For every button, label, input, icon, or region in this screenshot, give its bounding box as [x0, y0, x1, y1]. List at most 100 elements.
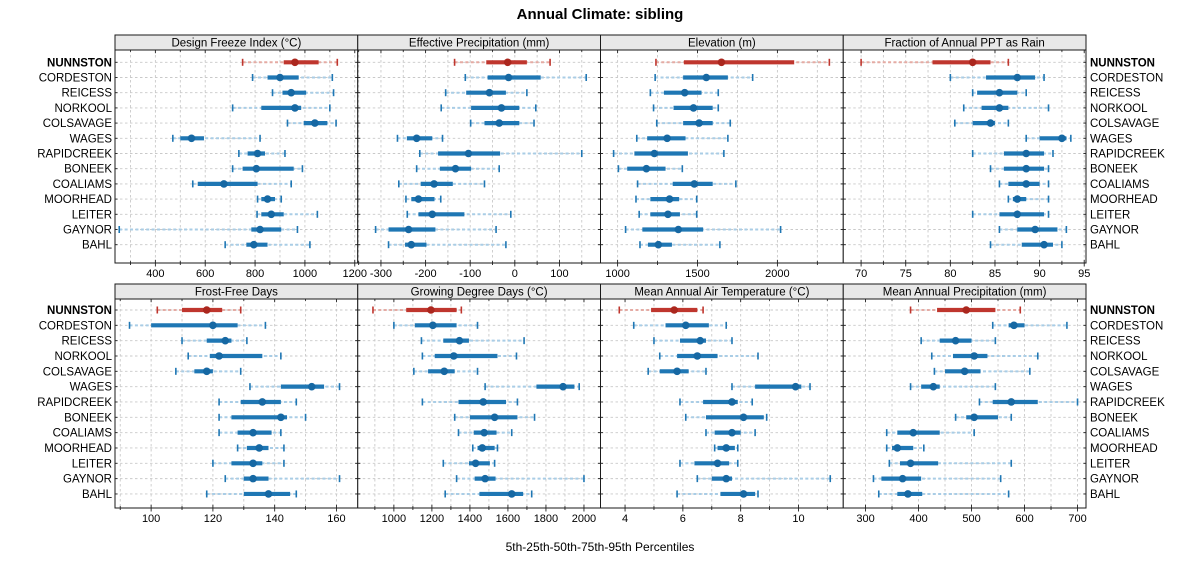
median-dot: [690, 180, 699, 188]
panel-title: Mean Annual Air Temperature (°C): [634, 287, 809, 299]
median-dot: [713, 459, 722, 468]
percentile-row: [679, 398, 754, 406]
station-label-right: GAYNOR: [1090, 225, 1139, 237]
median-dot: [202, 306, 211, 314]
panels-container: NUNNSTON NUNNSTON CORDESTON CORDESTON REICES…: [37, 34, 1165, 525]
percentile-row: [954, 119, 1010, 127]
median-dot: [277, 413, 285, 422]
percentile-row: [991, 321, 1068, 330]
median-dot: [495, 119, 504, 127]
plot-area: [115, 50, 358, 263]
x-tick-label: 1600: [496, 513, 520, 525]
median-dot: [276, 73, 284, 82]
percentile-row: [444, 490, 533, 498]
median-dot: [209, 321, 217, 330]
station-label-left: LEITER: [72, 458, 112, 470]
percentile-row: [872, 474, 1002, 483]
median-dot: [503, 58, 512, 67]
percentile-row: [397, 180, 486, 188]
percentile-row: [954, 413, 1013, 422]
median-dot: [291, 104, 299, 112]
percentile-row: [238, 149, 286, 158]
percentile-row: [998, 225, 1068, 234]
x-tick-label: 700: [1068, 513, 1086, 525]
percentile-row: [175, 367, 242, 376]
panel: Design Freeze Index (°C) 400 600 800 1000 120…: [114, 34, 367, 280]
percentile-row: [885, 444, 925, 452]
percentile-row: [406, 210, 512, 219]
percentile-row: [172, 134, 261, 143]
percentile-row: [885, 428, 975, 437]
percentile-row: [191, 180, 293, 188]
median-dot: [497, 104, 506, 112]
median-dot: [264, 490, 273, 498]
median-dot: [693, 352, 702, 360]
percentile-row: [256, 210, 319, 219]
percentile-row: [684, 413, 768, 422]
station-label-left: GAYNOR: [63, 474, 112, 486]
percentile-row: [271, 88, 335, 97]
percentile-row: [679, 459, 739, 468]
x-tick-label: 75: [900, 268, 912, 280]
median-dot: [951, 336, 960, 345]
percentile-row: [696, 474, 832, 483]
percentile-row: [909, 382, 997, 391]
panel-title: Mean Annual Precipitation (mm): [883, 287, 1047, 299]
x-tick-label: 4: [622, 513, 628, 525]
station-label-right: RAPIDCREEK: [1090, 397, 1165, 409]
station-label-left: BONEEK: [64, 412, 112, 424]
median-dot: [428, 210, 437, 219]
station-label-left: WAGES: [70, 133, 113, 145]
percentile-row: [374, 225, 497, 234]
x-tick-label: 400: [909, 513, 927, 525]
median-dot: [263, 195, 272, 203]
median-dot: [904, 490, 912, 498]
percentile-row: [1025, 134, 1072, 143]
x-tick-label: 95: [1078, 268, 1090, 280]
median-dot: [440, 367, 449, 376]
x-tick-label: 600: [196, 268, 214, 280]
percentile-row: [713, 444, 739, 452]
median-dot: [1013, 73, 1022, 82]
percentile-row: [418, 149, 583, 158]
median-dot: [291, 58, 299, 67]
median-dot: [1022, 164, 1030, 173]
percentile-row: [635, 195, 698, 203]
percentile-row: [241, 58, 339, 67]
median-dot: [674, 225, 683, 234]
panel-title: Effective Precipitation (mm): [409, 38, 550, 50]
percentile-row: [118, 225, 299, 234]
panel-title: Frost-Free Days: [195, 287, 278, 299]
median-dot: [1031, 225, 1039, 234]
median-dot: [258, 398, 267, 406]
percentile-row: [224, 240, 311, 249]
station-label-left: MOORHEAD: [44, 194, 112, 206]
percentile-row: [372, 306, 463, 314]
median-dot: [1022, 180, 1030, 188]
percentile-row: [212, 459, 285, 468]
median-dot: [986, 119, 995, 127]
percentile-row: [612, 149, 725, 158]
median-dot: [722, 474, 731, 483]
median-dot: [267, 210, 276, 219]
percentile-row: [649, 88, 720, 97]
station-label-left: NUNNSTON: [47, 57, 112, 69]
station-label-right: RAPIDCREEK: [1090, 149, 1165, 161]
percentile-row: [256, 195, 283, 203]
panel-title: Design Freeze Index (°C): [171, 38, 301, 50]
median-dot: [1013, 195, 1022, 203]
median-dot: [471, 459, 480, 468]
station-label-left: COLSAVAGE: [43, 366, 113, 378]
median-dot: [663, 134, 671, 143]
percentile-row: [647, 367, 707, 376]
station-label-right: BONEEK: [1090, 164, 1138, 176]
percentile-row: [442, 459, 496, 468]
median-dot: [893, 444, 902, 452]
median-dot: [929, 382, 938, 391]
x-tick-label: 1000: [382, 513, 406, 525]
median-dot: [909, 428, 918, 437]
percentile-row: [1007, 195, 1050, 203]
percentile-row: [236, 444, 285, 452]
percentile-row: [658, 352, 759, 360]
median-dot: [970, 352, 978, 360]
